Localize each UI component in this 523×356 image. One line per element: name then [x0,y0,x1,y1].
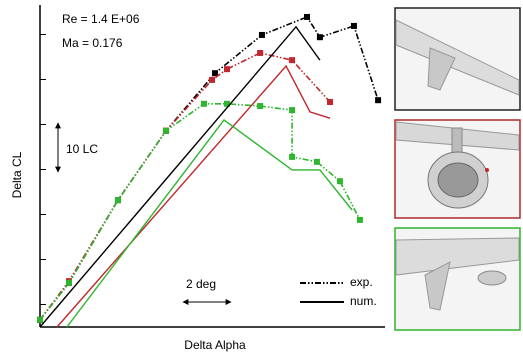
marker [115,197,121,203]
legend-label: exp. [350,275,373,289]
marker [259,32,265,38]
marker [224,66,230,72]
marker [289,57,295,63]
series-line [40,17,378,320]
marker [289,154,295,160]
marker [163,128,169,134]
marker [327,99,333,105]
marker [289,107,295,113]
scale-label: 2 deg [186,277,216,291]
marker [357,217,363,223]
panel-top [395,8,520,110]
panel-middle [395,120,520,218]
marker [201,101,207,107]
marker [337,178,343,184]
legend-label: num. [350,294,377,308]
annotation: Ma = 0.176 [62,36,123,50]
marker [375,97,381,103]
marker [317,34,323,40]
y-axis-label: Delta CL [10,151,24,198]
marker [304,14,310,20]
marker [209,77,215,83]
marker [314,159,320,165]
chart: Re = 1.4 E+06 Ma = 0.176 10 LC 2 deg Del… [0,0,523,356]
marker [37,317,43,323]
x-axis-label: Delta Alpha [184,338,246,352]
annotation: Re = 1.4 E+06 [62,12,140,26]
series-line [67,120,352,327]
series-line [40,53,330,320]
marker [66,280,72,286]
marker [257,103,263,109]
scale-label: 10 LC [66,142,98,156]
marker [257,50,263,56]
marker [351,23,357,29]
panel-bottom [395,228,520,330]
